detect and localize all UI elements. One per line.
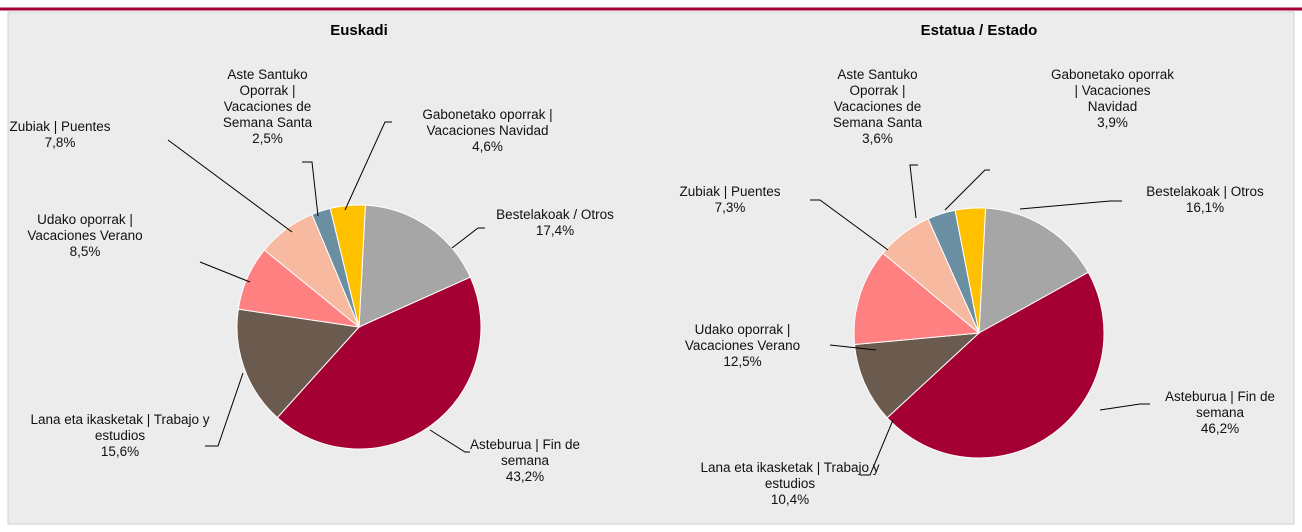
leader-line — [344, 121, 392, 211]
leader-line — [302, 161, 319, 217]
pie-slice — [853, 332, 981, 419]
value-label: 16,1% — [1185, 200, 1225, 215]
category-label: Asteburua | Fin de semana — [1164, 389, 1276, 420]
leader-line — [167, 139, 293, 233]
value-label: 4,6% — [472, 139, 503, 154]
category-label: Zubiak | Puentes — [9, 119, 111, 134]
slice-label: Zubiak | Puentes 7,8% — [5, 119, 115, 151]
value-label: 8,5% — [69, 244, 101, 259]
slice-label: Aste Santuko Oporrak | Vacaciones de Sem… — [820, 67, 935, 147]
slice-label: Lana eta ikasketak | Trabajo y estudios 1… — [30, 412, 210, 460]
chart-title: Euskadi — [330, 22, 388, 39]
pie-slice — [954, 207, 987, 334]
category-label: Asteburua | Fin de semana — [469, 437, 581, 468]
value-label: 3,6% — [862, 131, 893, 146]
category-label: Gabonetako oporrak | Vacaciones Navidad — [1050, 67, 1175, 114]
pie-slice — [358, 204, 472, 328]
leader-line — [944, 169, 990, 211]
value-label: 2,5% — [252, 131, 283, 146]
slice-label: Bestelakoak | Otros 16,1% — [1120, 184, 1290, 216]
slice-label: Zubiak | Puentes 7,3% — [660, 184, 800, 216]
pie-slice — [276, 276, 482, 450]
value-label: 3,9% — [1097, 115, 1128, 130]
pie-slice — [853, 252, 981, 346]
leader-line — [205, 372, 244, 447]
slice-label: Gabonetako oporrak | Vacaciones Navidad 3… — [1050, 67, 1175, 131]
value-label: 15,6% — [100, 444, 140, 459]
slice-label: Udako oporrak | Vacaciones Verano 8,5% — [5, 212, 165, 260]
pie-slice — [886, 271, 1105, 459]
value-label: 17,4% — [535, 223, 575, 238]
leader-line — [810, 199, 889, 251]
value-label: 12,5% — [723, 354, 762, 369]
category-label: Bestelakoak / Otros — [496, 207, 614, 222]
chart-title: Estatua / Estado — [920, 22, 1038, 39]
category-label: Aste Santuko Oporrak | Vacaciones de Sem… — [222, 67, 313, 130]
category-label: Zubiak | Puentes — [679, 184, 781, 199]
pie-slice — [236, 308, 360, 419]
leader-line — [860, 419, 894, 476]
category-label: Aste Santuko Oporrak | Vacaciones de Sem… — [832, 67, 923, 130]
category-label: Lana eta ikasketak | Trabajo y estudios — [700, 460, 880, 491]
leader-line — [1099, 403, 1150, 411]
slice-label: Udako oporrak | Vacaciones Verano 12,5% — [660, 322, 825, 370]
slice-label: Bestelakoak / Otros 17,4% — [485, 207, 625, 239]
category-label: Udako oporrak | Vacaciones Verano — [27, 212, 143, 243]
value-label: 46,2% — [1200, 421, 1240, 436]
value-label: 43,2% — [505, 469, 545, 484]
category-label: Udako oporrak | Vacaciones Verano — [684, 322, 801, 353]
leader-line — [829, 344, 877, 351]
category-label: Gabonetako oporrak | Vacaciones Navidad — [422, 107, 553, 138]
pie-slice — [329, 204, 366, 328]
pie-slice — [978, 207, 1089, 334]
slice-label: Lana eta ikasketak | Trabajo y estudios 1… — [700, 460, 880, 508]
value-label: 7,8% — [44, 135, 76, 150]
category-label: Lana eta ikasketak | Trabajo y estudios — [30, 412, 210, 443]
value-label: 7,3% — [714, 200, 746, 215]
leader-line — [451, 227, 485, 249]
slice-label: Aste Santuko Oporrak | Vacaciones de Sem… — [210, 67, 325, 147]
leader-line — [909, 164, 918, 219]
leader-line — [1019, 200, 1122, 210]
slice-label: Gabonetako oporrak | Vacaciones Navidad 4… — [390, 107, 585, 155]
slice-label: Asteburua | Fin de semana 46,2% — [1150, 389, 1290, 437]
value-label: 10,4% — [770, 492, 810, 507]
category-label: Bestelakoak | Otros — [1146, 184, 1264, 199]
leader-line — [429, 429, 470, 453]
slice-label: Asteburua | Fin de semana 43,2% — [455, 437, 595, 485]
leader-line — [199, 261, 251, 283]
